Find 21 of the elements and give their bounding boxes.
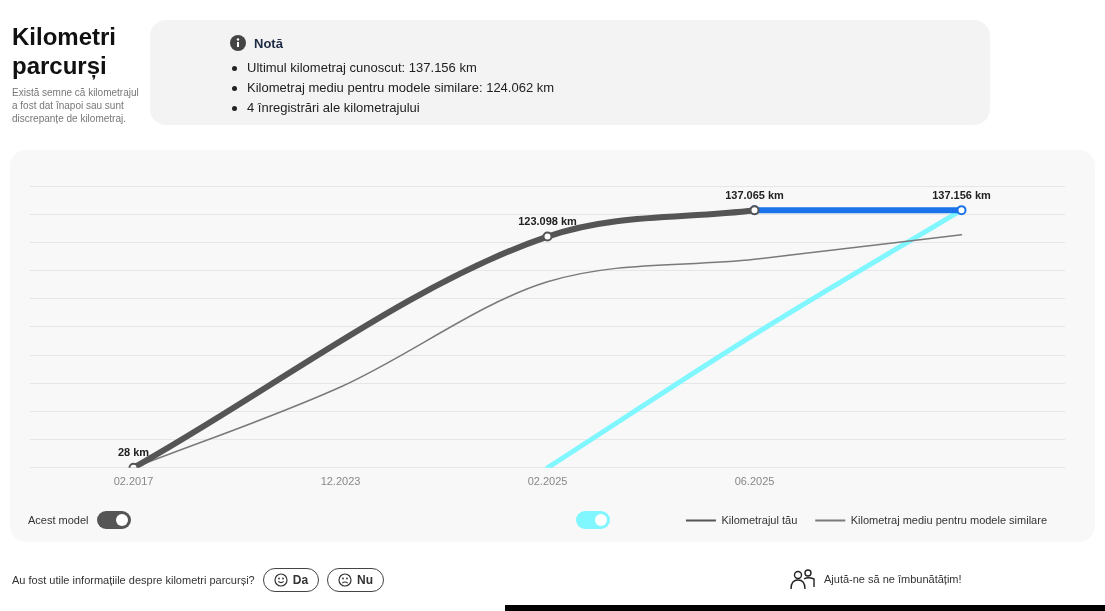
chart-title: Kilometri parcurși bbox=[12, 22, 117, 80]
text: Au fost utile informațiile despre kilometri parcurși? bbox=[12, 574, 255, 586]
text: Ajută-ne să ne îmbunătățim! bbox=[824, 573, 962, 585]
text: Kilometraj mediu pentru modele similare: 124.062 km bbox=[247, 79, 555, 97]
data-label: 28 km bbox=[117, 446, 150, 459]
text: Ultimul kilometraj cunoscut: 137.156 km bbox=[247, 59, 477, 77]
x-tick-label: 12.2023 bbox=[320, 475, 361, 488]
text: Notă bbox=[254, 35, 283, 51]
x-tick-label: 02.2017 bbox=[113, 475, 154, 488]
data-label: 137.065 km bbox=[725, 188, 785, 201]
text: Da bbox=[292, 573, 309, 587]
text: Nu bbox=[357, 573, 374, 587]
chart-subtitle: Există semne că kilometrajul a fost dat înapoi sau sunt discrepanțe de kilometraj. bbox=[12, 86, 140, 125]
x-tick-label: 06.2025 bbox=[734, 475, 775, 488]
data-label: 123.098 km bbox=[518, 215, 578, 228]
x-tick-label: 02.2025 bbox=[527, 475, 568, 488]
legend-label: Kilometraj mediu pentru modele similare bbox=[850, 513, 1047, 526]
legend-label: Kilometrajul tău bbox=[721, 513, 798, 526]
text: 4 înregistrări ale kilometrajului bbox=[247, 99, 420, 117]
text: Acest model bbox=[28, 514, 89, 526]
data-label: 137.156 km bbox=[932, 188, 992, 201]
